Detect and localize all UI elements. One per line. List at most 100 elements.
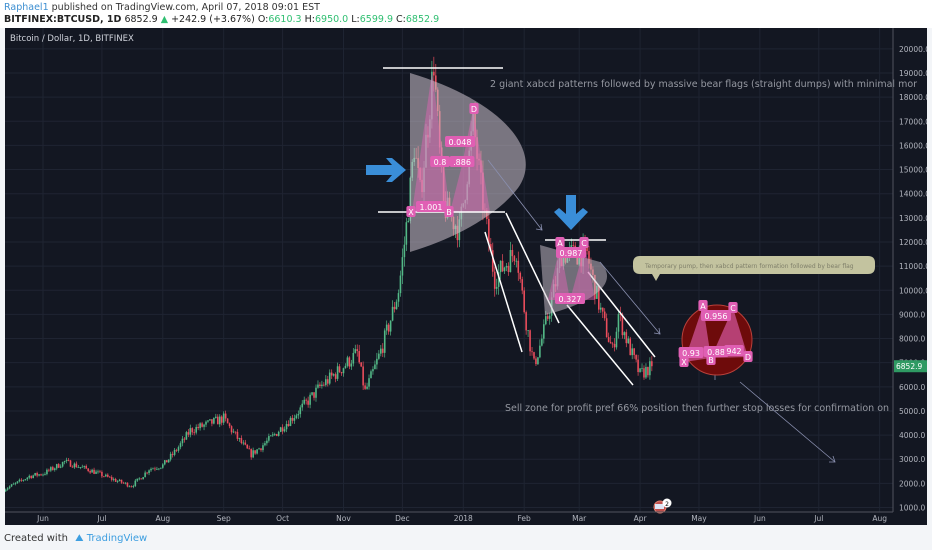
last-price-tag [894,360,927,373]
pattern-label-bg [469,103,479,114]
candle-body [405,222,408,245]
candle-body [230,426,233,433]
candle-body [236,431,239,439]
candle-body [203,424,205,427]
candle-body [372,369,374,372]
candle-body [499,260,502,273]
candle-body [173,449,176,455]
pattern-label: B [708,356,714,365]
x-tick-label: Aug [872,514,887,523]
candle-body [309,394,311,405]
pattern-label-bg [444,206,454,217]
candle-body [319,384,321,387]
candle-body [275,434,278,436]
candle-body [383,330,386,353]
pattern-ratio: 0.048 [449,138,472,147]
callout-text: Temporary pump, then xabcd pattern forma… [644,263,854,270]
pattern-label: A [700,302,706,311]
candle-body [325,379,327,386]
candle-body [226,418,229,424]
candle-body [511,249,514,257]
candle-body [529,330,531,352]
candle-body [134,480,137,486]
candle-body [105,474,107,477]
y-tick-label: 9000.0 [899,310,925,319]
candle-body [177,447,180,451]
pattern-label-bg [555,237,565,248]
pattern-label: X [408,208,414,217]
candle-body [83,465,86,467]
candle-body [169,453,172,460]
publish-line: Raphael1 published on TradingView.com, A… [4,2,320,13]
candle-body [222,413,225,423]
candle-body [287,423,290,427]
candle-body [315,387,317,398]
pattern-ratio: 0.8 [434,158,447,167]
candle-body [603,311,606,319]
candle-body [130,486,133,488]
candle-body [258,448,260,450]
candle-body [171,453,174,455]
candle-body [150,468,152,471]
candle-body [546,316,549,319]
candle-body [489,244,492,251]
candle-body [381,348,384,353]
y-tick-label: 11000.0 [899,262,927,271]
arrow-down-icon [554,195,588,230]
pattern-ratio-bg [678,347,704,358]
high-label: H: [304,14,315,25]
candle-body [201,423,203,427]
candle-body [291,417,294,421]
candle-body [44,474,46,475]
candle-body [50,467,52,471]
candle-body [61,462,64,467]
price-chart[interactable]: 2 giant xabcd patterns followed by massi… [5,28,927,525]
candle-body [167,459,170,463]
candle-body [93,469,95,474]
pattern-ratio: 0.987 [560,249,583,258]
x-tick-label: Feb [518,514,532,523]
candle-body [332,374,335,376]
x-tick-label: Nov [336,514,351,523]
candle-body [152,468,154,470]
candle-body [598,285,600,310]
author-link[interactable]: Raphael1 [4,2,49,13]
x-tick-label: Apr [634,514,648,523]
price-change: +242.9 (+3.67%) [171,14,255,25]
candle-body [63,461,66,463]
event-badge-count: 2 [665,501,669,508]
candle-body [289,417,292,427]
candle-body [205,421,207,425]
candle-body [73,463,76,468]
candle-body [175,449,178,451]
candle-body [305,399,307,401]
candle-body [519,272,522,280]
callout-bubble[interactable] [633,256,875,281]
candle-body [513,256,516,262]
candle-body [8,486,11,489]
pattern-label-bg [728,302,738,313]
tradingview-logo[interactable]: ⛰ TradingView [75,533,148,544]
candle-body [114,479,117,482]
candle-body [321,384,323,387]
last-price: 6852.9 [124,14,158,25]
low-value: 6599.9 [359,14,394,25]
chart-panel[interactable]: 2 giant xabcd patterns followed by massi… [5,28,927,525]
candle-body [303,399,306,404]
candle-body [277,431,280,436]
x-tick-label: Jul [96,514,106,523]
candle-body [301,403,304,408]
candle-body [20,479,23,481]
open-label: O: [257,14,269,25]
candle-body [607,337,610,342]
candle-body [625,332,628,344]
y-tick-label: 2000.0 [899,479,925,488]
pattern-label: C [730,304,736,313]
candle-body [543,324,545,339]
candle-body [250,449,252,458]
candle-body [158,468,160,470]
candle-body [165,460,168,463]
candle-body [79,467,82,468]
x-tick-label: Oct [276,514,289,523]
y-tick-label: 8000.0 [899,335,925,344]
